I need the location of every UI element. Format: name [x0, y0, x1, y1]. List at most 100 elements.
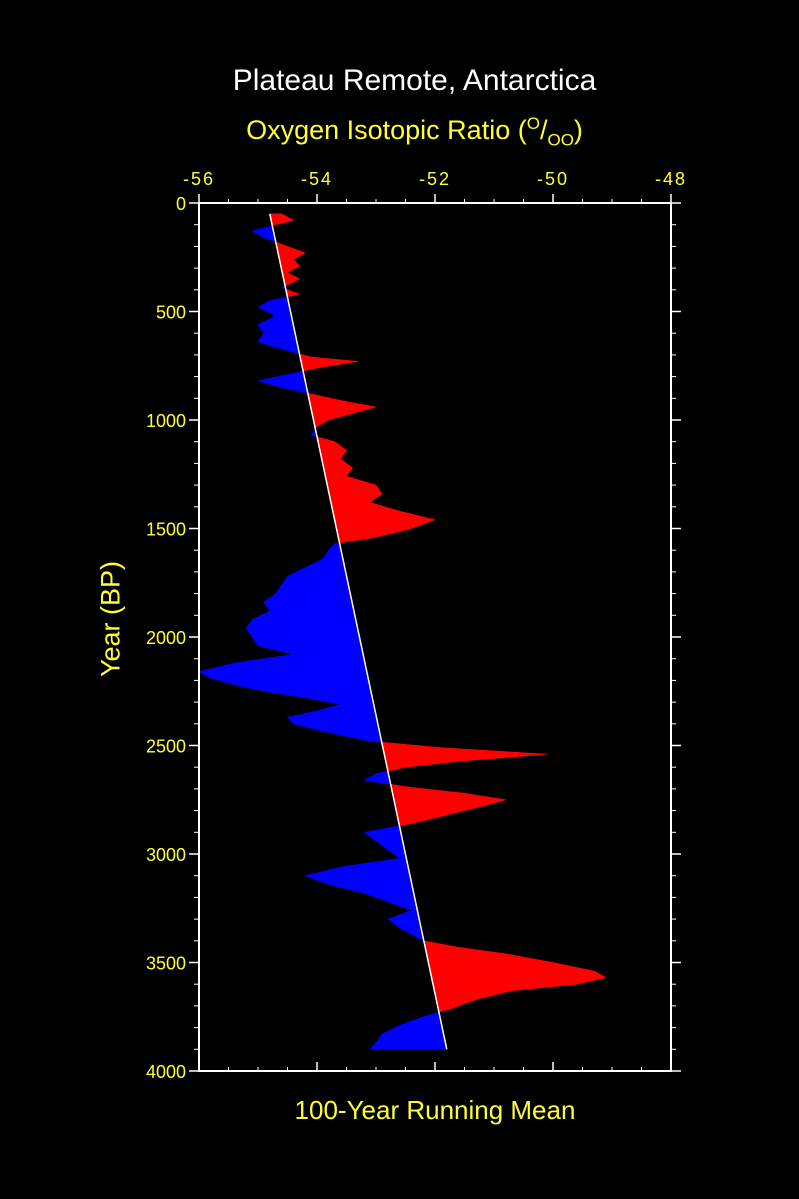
- anomaly-segment: [431, 977, 607, 985]
- y-tick-label: 1000: [146, 411, 186, 431]
- x-axis-label: Oxygen Isotopic Ratio (O/OO): [246, 114, 583, 150]
- x-tick-label: -56: [183, 169, 215, 189]
- anomaly-segment: [283, 278, 300, 287]
- anomaly-segment: [257, 332, 298, 343]
- anomaly-segment: [426, 953, 554, 963]
- anomaly-segment: [308, 400, 377, 408]
- anomaly-segment: [432, 983, 577, 992]
- anomaly-segment: [396, 814, 447, 824]
- anomaly-segment: [276, 246, 306, 254]
- anomaly-segment: [305, 875, 413, 885]
- anomaly-segment: [251, 610, 357, 620]
- anomaly-segment: [328, 732, 382, 742]
- anomaly-segment: [245, 619, 358, 629]
- anomaly-segment: [263, 690, 373, 699]
- x-tick-label: -48: [655, 169, 687, 189]
- x-axis-label-sup: O: [526, 114, 540, 133]
- anomaly-segment: [332, 510, 436, 521]
- anomaly-segment: [322, 549, 344, 560]
- anomaly-segment: [210, 677, 370, 686]
- anomaly-segment: [281, 272, 300, 280]
- anomaly-segment: [316, 436, 335, 443]
- anomaly-segment: [393, 799, 506, 807]
- anomaly-segment: [363, 831, 404, 842]
- anomaly-segment: [364, 825, 402, 833]
- anomaly-segment: [305, 558, 346, 568]
- anomaly-segment: [370, 740, 383, 743]
- anomaly-segment: [307, 393, 341, 401]
- anomaly-segment: [326, 484, 383, 495]
- anomaly-segment: [321, 458, 354, 469]
- anomaly-segment: [263, 237, 277, 243]
- anomaly-segment: [257, 324, 296, 334]
- anomaly-segment: [277, 252, 306, 260]
- anomaly-segment: [399, 927, 423, 935]
- anomaly-segment: [311, 413, 353, 421]
- x-axis-label-close: ): [573, 115, 583, 145]
- x-axis-label-main: Oxygen Isotopic Ratio (: [246, 115, 527, 145]
- y-tick-label: 500: [156, 303, 186, 323]
- anomaly-segment: [394, 805, 483, 816]
- anomaly-segment: [251, 230, 276, 239]
- anomaly-segment: [287, 350, 300, 355]
- anomaly-segment: [398, 823, 412, 827]
- x-tick-label: -50: [537, 169, 569, 189]
- anomaly-segment: [285, 288, 300, 295]
- anomaly-segment: [336, 528, 412, 538]
- anomaly-segment: [386, 849, 407, 859]
- anomaly-segment: [375, 840, 405, 850]
- anomaly-segment: [281, 387, 309, 394]
- anomaly-segment: [287, 567, 347, 577]
- anomaly-segment: [364, 892, 416, 903]
- anomaly-segment: [330, 502, 400, 512]
- chart-footer: 100-Year Running Mean: [294, 1095, 576, 1125]
- anomaly-segment: [234, 654, 366, 664]
- anomaly-segment: [299, 356, 359, 362]
- anomaly-segment: [252, 225, 274, 232]
- anomaly-segment: [383, 753, 548, 761]
- anomaly-segment: [429, 970, 607, 978]
- anomaly-segment: [319, 450, 348, 460]
- anomaly-segment: [300, 361, 359, 369]
- anomaly-segment: [251, 636, 362, 646]
- anomaly-segment: [334, 519, 436, 529]
- anomaly-segment: [257, 315, 294, 325]
- anomaly-segment: [275, 584, 351, 594]
- y-tick-label: 4000: [146, 1062, 186, 1082]
- anomaly-segment: [423, 940, 459, 948]
- y-tick-label: 2500: [146, 737, 186, 757]
- anomaly-segment: [257, 374, 306, 382]
- anomaly-segment: [257, 645, 364, 655]
- anomaly-segment: [275, 241, 288, 247]
- anomaly-segment: [424, 947, 506, 955]
- anomaly-segment: [434, 990, 512, 1000]
- anomaly-segment: [392, 792, 506, 801]
- anomaly-segment: [310, 406, 377, 414]
- anomaly-fills: [198, 213, 607, 1050]
- anomaly-segment: [399, 1016, 443, 1026]
- y-tick-label: 1500: [146, 520, 186, 540]
- anomaly-segment: [369, 1042, 448, 1050]
- anomaly-segment: [337, 536, 377, 544]
- anomaly-segment: [387, 910, 420, 920]
- anomaly-segment: [375, 770, 389, 775]
- anomaly-segment: [286, 293, 300, 298]
- anomaly-segment: [287, 370, 305, 375]
- anomaly-segment: [381, 1025, 444, 1035]
- anomaly-segment: [382, 747, 548, 755]
- axis-ticks: -56 -54 -52 -50 -48 0 500 1000 1500 2000 2500 3000 3…: [146, 169, 687, 1082]
- anomaly-segment: [386, 918, 422, 929]
- anomaly-segment: [317, 441, 348, 451]
- y-tick-label: 0: [176, 194, 186, 214]
- anomaly-segment: [305, 866, 411, 877]
- anomaly-segment: [328, 884, 415, 894]
- anomaly-segment: [305, 697, 375, 705]
- anomaly-segment: [313, 419, 329, 427]
- anomaly-segment: [437, 1007, 453, 1013]
- x-axis-label-sub: OO: [547, 130, 574, 150]
- anomaly-segment: [257, 306, 292, 317]
- anomaly-segment: [287, 710, 377, 718]
- anomaly-segment: [375, 1033, 446, 1044]
- anomaly-segment: [390, 784, 406, 788]
